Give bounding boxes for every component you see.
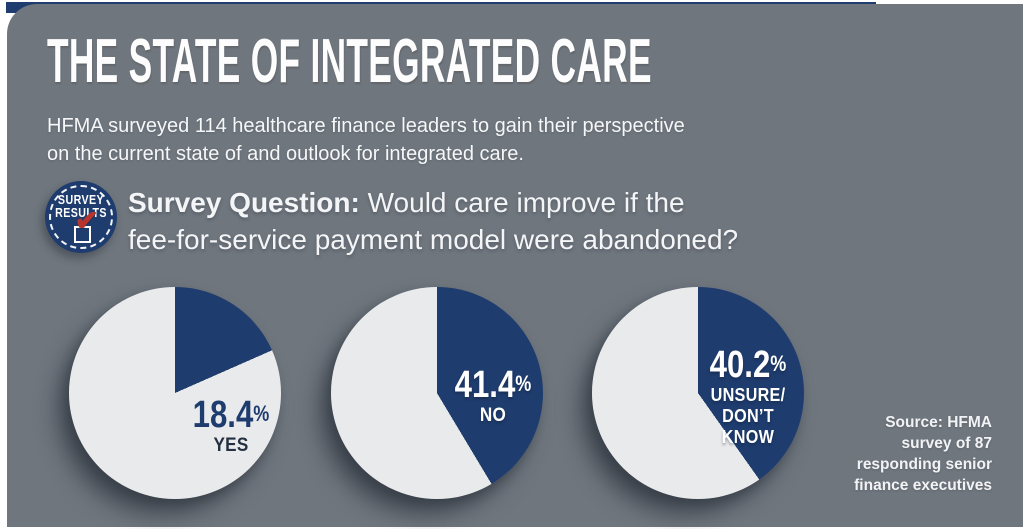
pie-value-yes: 18.4% — [192, 394, 270, 436]
percent-sign: % — [253, 401, 270, 426]
pie-value-no: 41.4% — [454, 364, 532, 406]
pie-chart-unsure: 40.2% UNSURE/ DON’T KNOW — [592, 287, 804, 499]
pie-chart-yes: 18.4% YES — [69, 287, 281, 499]
checkbox-icon — [74, 226, 91, 243]
red-checkmark-icon: ✔ — [74, 205, 100, 236]
source-attribution: Source: HFMA survey of 87 responding sen… — [854, 414, 992, 494]
survey-question-label: Survey Question: — [128, 187, 360, 218]
badge-label: SURVEY RESULTS — [55, 192, 107, 220]
badge-dashed-ring — [49, 185, 113, 249]
pie-answer-no: NO — [479, 405, 507, 426]
intro-text: HFMA surveyed 114 healthcare finance lea… — [47, 112, 685, 168]
pie-label-unsure: 40.2% UNSURE/ DON’T KNOW — [688, 344, 808, 448]
pie-answer-unsure: UNSURE/ DON’T KNOW — [710, 385, 786, 447]
percent-sign: % — [770, 351, 787, 376]
pie-label-yes: 18.4% YES — [171, 394, 291, 457]
intro-text-line2: on the current state of and outlook for … — [47, 143, 524, 165]
survey-question-line1: Survey Question: Would care improve if t… — [128, 184, 738, 221]
page-title: THE STATE OF INTEGRATED CARE — [47, 27, 652, 96]
survey-results-badge: SURVEY RESULTS ✔ — [45, 181, 117, 253]
pie-chart-no: 41.4% NO — [331, 287, 543, 499]
intro-text-line1: HFMA surveyed 114 healthcare finance lea… — [47, 115, 685, 137]
pie-label-no: 41.4% NO — [433, 364, 553, 427]
survey-question: Survey Question: Would care improve if t… — [128, 184, 738, 258]
survey-question-line1-rest: Would care improve if the — [359, 187, 685, 218]
pie-value-unsure: 40.2% — [709, 344, 787, 386]
survey-question-line2: fee-for-service payment model were aband… — [128, 224, 739, 255]
percent-sign: % — [515, 371, 532, 396]
pie-answer-yes: YES — [213, 435, 249, 456]
